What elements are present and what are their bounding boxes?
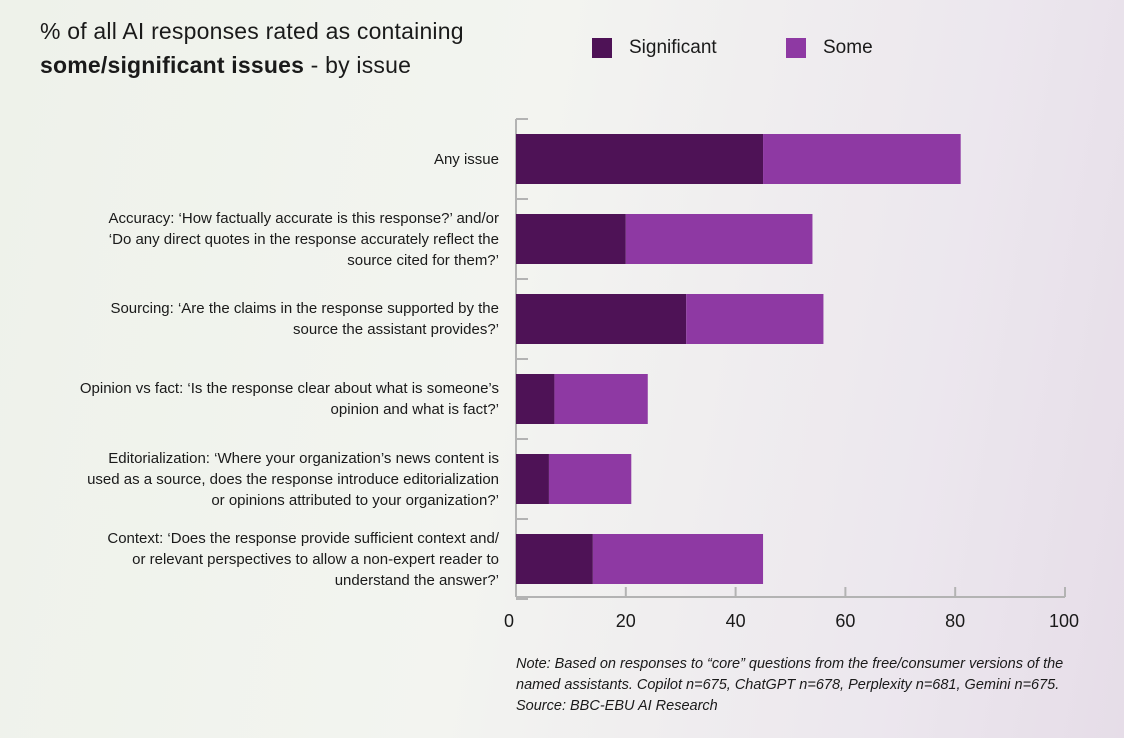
bar-some-6 bbox=[592, 534, 764, 584]
bar-significant-5 bbox=[516, 454, 549, 504]
category-label-line: understand the answer?’ bbox=[334, 571, 499, 589]
bar-significant-1 bbox=[516, 134, 764, 184]
title-bold-part: some/significant issues bbox=[40, 52, 305, 78]
category-label-1: Any issue bbox=[20, 149, 499, 170]
category-label-line: Sourcing: ‘Are the claims in the respons… bbox=[110, 300, 499, 317]
legend-item-some: Some bbox=[786, 36, 873, 60]
chart-title: % of all AI responses rated as containin… bbox=[40, 14, 560, 82]
category-label-line: Accuracy: ‘How factually accurate is thi… bbox=[108, 209, 499, 227]
bar-significant-4 bbox=[516, 374, 555, 424]
x-tick-label: 20 bbox=[616, 611, 636, 631]
x-tick-label: 80 bbox=[945, 611, 965, 631]
legend-label-some: Some bbox=[823, 37, 873, 58]
bar-significant-3 bbox=[516, 294, 687, 344]
x-tick-label: 100 bbox=[1049, 611, 1079, 631]
category-label-line: Context: ‘Does the response provide suff… bbox=[107, 529, 499, 547]
category-label-6: Context: ‘Does the response provide suff… bbox=[20, 528, 499, 591]
bar-some-4 bbox=[554, 374, 648, 424]
title-line-1: % of all AI responses rated as containin… bbox=[40, 18, 464, 44]
x-tick-label: 60 bbox=[835, 611, 855, 631]
category-label-line: used as a source, does the response intr… bbox=[87, 470, 499, 488]
category-label-line: opinion and what is fact?’ bbox=[330, 401, 499, 418]
category-label-line: source cited for them?’ bbox=[347, 251, 499, 269]
category-label-line: or relevant perspectives to allow a non-… bbox=[132, 550, 499, 568]
category-label-line: Any issue bbox=[433, 150, 499, 168]
legend-label-significant: Significant bbox=[629, 37, 717, 58]
title-line-2: some/significant issues - by issue bbox=[40, 48, 560, 82]
title-rest-part: - by issue bbox=[304, 52, 412, 78]
category-label-5: Editorialization: ‘Where your organizati… bbox=[20, 448, 499, 511]
category-label-line: ‘Do any direct quotes in the response ac… bbox=[108, 230, 499, 248]
category-label-line: Opinion vs fact: ‘Is the response clear … bbox=[79, 380, 499, 397]
legend-swatch-significant bbox=[592, 38, 612, 58]
x-tick-label: 40 bbox=[726, 611, 746, 631]
legend-swatch-some bbox=[786, 38, 806, 58]
category-label-line: source the assistant provides?’ bbox=[293, 321, 499, 338]
category-label-line: Editorialization: ‘Where your organizati… bbox=[108, 449, 499, 467]
bar-some-1 bbox=[763, 134, 961, 184]
bar-some-2 bbox=[625, 214, 813, 264]
category-label-4: Opinion vs fact: ‘Is the response clear … bbox=[20, 378, 499, 420]
bar-some-5 bbox=[548, 454, 632, 504]
legend-item-significant: Significant bbox=[592, 36, 717, 60]
x-tick-label: 0 bbox=[504, 611, 514, 631]
category-label-line: or opinions attributed to your organizat… bbox=[211, 491, 499, 509]
bar-significant-6 bbox=[516, 534, 593, 584]
category-label-3: Sourcing: ‘Are the claims in the respons… bbox=[20, 298, 499, 340]
footnote: Note: Based on responses to “core” quest… bbox=[516, 656, 1064, 714]
bar-significant-2 bbox=[516, 214, 626, 264]
bar-some-3 bbox=[686, 294, 824, 344]
category-label-2: Accuracy: ‘How factually accurate is thi… bbox=[20, 208, 499, 271]
